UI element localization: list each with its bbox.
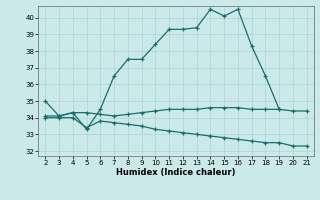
X-axis label: Humidex (Indice chaleur): Humidex (Indice chaleur) <box>116 168 236 177</box>
